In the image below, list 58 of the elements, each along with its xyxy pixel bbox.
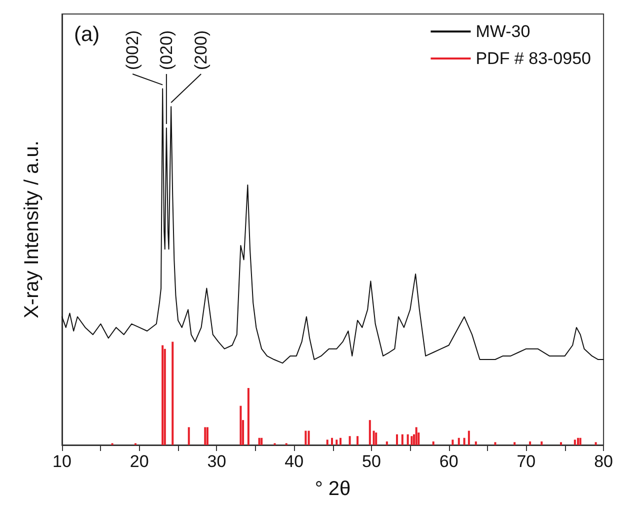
bar <box>574 440 576 445</box>
bar <box>372 430 375 445</box>
x-tick-label: 80 <box>594 452 614 471</box>
bar <box>308 430 310 445</box>
bar <box>494 442 496 445</box>
bar <box>514 442 516 445</box>
bar <box>401 434 404 445</box>
legend-label: PDF # 83-0950 <box>476 49 592 68</box>
bar <box>260 438 263 445</box>
bar <box>458 438 460 445</box>
bar <box>594 442 597 445</box>
bar <box>386 441 388 445</box>
bar <box>348 436 351 445</box>
x-tick-label: 40 <box>284 452 304 471</box>
bar <box>258 438 260 445</box>
x-tick-label: 20 <box>130 452 149 471</box>
bar <box>172 342 174 445</box>
bar <box>326 440 328 445</box>
bar <box>468 430 470 445</box>
bar <box>452 440 454 445</box>
bar <box>577 438 580 445</box>
bar <box>204 427 206 445</box>
bar <box>529 441 532 445</box>
y-axis-title: X-ray Intensity / a.u. <box>21 140 43 318</box>
bar <box>368 420 371 445</box>
annotation: (002) <box>123 30 142 70</box>
bar <box>579 438 582 445</box>
bar <box>432 441 434 445</box>
bar <box>331 438 333 445</box>
x-tick-label: 50 <box>362 452 381 471</box>
bar <box>304 430 307 445</box>
annotation: (020) <box>156 30 176 70</box>
bar <box>247 388 250 445</box>
bar <box>410 436 413 445</box>
text: (a) <box>74 23 100 46</box>
bar <box>188 427 190 445</box>
bar <box>240 406 242 445</box>
x-tick-label: 10 <box>52 452 72 471</box>
x-tick-label: 70 <box>516 452 536 471</box>
bar <box>463 438 466 445</box>
bar <box>340 438 342 445</box>
bar <box>356 436 359 445</box>
bar <box>336 440 338 445</box>
bar <box>206 427 208 445</box>
bar <box>474 441 477 445</box>
x-tick-label: 30 <box>207 452 226 471</box>
bar <box>560 442 562 445</box>
bar <box>162 345 164 445</box>
bar <box>396 434 398 445</box>
bar <box>415 427 418 445</box>
x-tick-label: 60 <box>439 452 458 471</box>
bar <box>164 348 166 445</box>
bar <box>540 441 543 445</box>
legend-label: MW-30 <box>476 22 530 41</box>
bar <box>406 434 409 445</box>
annotation: (200) <box>192 30 211 70</box>
x-axis-title: ° 2θ <box>314 478 351 500</box>
bar <box>375 432 378 445</box>
